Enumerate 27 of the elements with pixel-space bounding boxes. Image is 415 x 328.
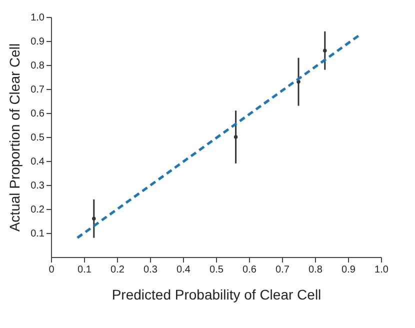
x-tick-label: 0.4 [176, 264, 191, 276]
x-tick-label: 0.2 [110, 264, 125, 276]
y-tick-label: 0.6 [30, 108, 45, 120]
x-tick-label: 0.8 [308, 264, 323, 276]
y-tick-label: 0.9 [30, 36, 45, 48]
point [323, 48, 327, 52]
y-tick-label: 0.8 [30, 60, 45, 72]
point [234, 135, 238, 139]
y-tick-label: 1.0 [30, 12, 45, 24]
x-tick-label: 0 [48, 264, 55, 276]
point [92, 216, 96, 220]
x-tick-label: 0.3 [144, 264, 158, 276]
x-axis-title: Predicted Probability of Clear Cell [112, 286, 322, 302]
y-tick-label: 0.3 [30, 180, 45, 192]
y-axis-title: Actual Proportion of Clear Cell [6, 43, 23, 232]
y-tick-label: 0.5 [30, 132, 45, 144]
x-tick-label: 0.9 [342, 264, 356, 276]
y-tick-label: 0.2 [30, 204, 45, 216]
x-tick-label: 0.7 [276, 264, 290, 276]
point [296, 80, 300, 84]
y-tick-label: 0.1 [30, 228, 45, 240]
y-tick-label: 0.4 [30, 156, 45, 168]
x-tick-label: 0.5 [210, 264, 224, 276]
x-tick-label: 0.1 [78, 264, 92, 276]
y-tick-label: 0.7 [30, 84, 45, 96]
x-tick-label: 0.6 [242, 264, 257, 276]
x-tick-label: 1.0 [374, 264, 389, 276]
